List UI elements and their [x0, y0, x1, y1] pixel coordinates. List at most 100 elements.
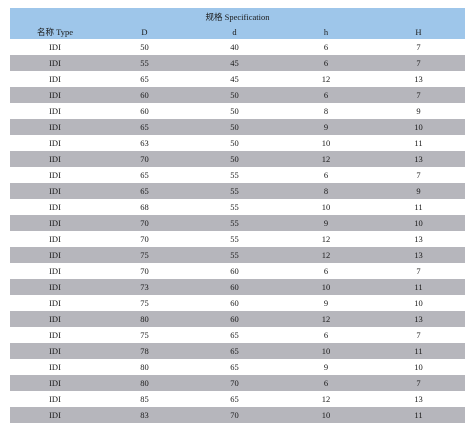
cell-H: 13	[414, 250, 423, 260]
cell-D: 65	[140, 122, 149, 132]
cell-type: IDI	[49, 58, 61, 68]
cell-d: 55	[230, 218, 239, 228]
cell-d: 55	[230, 202, 239, 212]
cell-H: 9	[416, 186, 421, 196]
cell-type: IDI	[49, 42, 61, 52]
cell-d: 50	[230, 154, 239, 164]
table-body: IDI 50 40 6 7 IDI 55 45 6 7 IDI 65 45 12 13 IDI 60 50 6 7 ID…	[10, 39, 465, 423]
table-header: 规格 Specification 名称 Type D d h H	[10, 8, 465, 39]
cell-h: 9	[323, 362, 329, 372]
cell-D: 65	[140, 186, 149, 196]
cell-D: 68	[140, 202, 149, 212]
cell-d: 55	[230, 170, 239, 180]
cell-D: 70	[140, 154, 149, 164]
table-row: IDI 85 65 12 13	[10, 391, 465, 407]
cell-D: 83	[140, 410, 149, 420]
cell-type: IDI	[49, 90, 61, 100]
cell-h: 6	[323, 58, 329, 68]
cell-H: 10	[414, 218, 423, 228]
cell-H: 7	[416, 42, 421, 52]
cell-type: IDI	[49, 250, 61, 260]
table-row: IDI 80 70 6 7	[10, 375, 465, 391]
table-row: IDI 60 50 6 7	[10, 87, 465, 103]
cell-d: 60	[230, 298, 239, 308]
cell-h: 6	[323, 42, 329, 52]
cell-type: IDI	[49, 346, 61, 356]
cell-d: 55	[230, 234, 239, 244]
cell-d: 60	[230, 282, 239, 292]
table-row: IDI 63 50 10 11	[10, 135, 465, 151]
cell-D: 85	[140, 394, 149, 404]
cell-h: 10	[321, 346, 331, 356]
cell-h: 12	[321, 250, 331, 260]
cell-d: 60	[230, 314, 239, 324]
cell-h: 12	[321, 234, 331, 244]
column-header-H: H	[415, 26, 422, 37]
table-row: IDI 75 60 9 10	[10, 295, 465, 311]
cell-type: IDI	[49, 218, 61, 228]
cell-H: 7	[416, 378, 421, 388]
cell-D: 70	[140, 266, 149, 276]
cell-d: 55	[230, 186, 239, 196]
table-row: IDI 55 45 6 7	[10, 55, 465, 71]
cell-type: IDI	[49, 282, 61, 292]
table-row: IDI 70 55 9 10	[10, 215, 465, 231]
cell-D: 78	[140, 346, 149, 356]
cell-H: 7	[416, 266, 421, 276]
cell-d: 50	[230, 106, 239, 116]
cell-d: 70	[230, 378, 239, 388]
table-row: IDI 65 55 6 7	[10, 167, 465, 183]
cell-type: IDI	[49, 362, 61, 372]
table-row: IDI 78 65 10 11	[10, 343, 465, 359]
cell-H: 11	[414, 138, 423, 148]
cell-D: 73	[140, 282, 149, 292]
cell-h: 6	[323, 378, 329, 388]
cell-type: IDI	[49, 186, 61, 196]
cell-D: 80	[140, 378, 149, 388]
cell-h: 9	[323, 298, 329, 308]
cell-H: 11	[414, 282, 423, 292]
cell-H: 7	[416, 170, 421, 180]
cell-D: 75	[140, 298, 149, 308]
cell-d: 50	[230, 138, 239, 148]
cell-H: 13	[414, 74, 423, 84]
cell-D: 55	[140, 58, 149, 68]
cell-type: IDI	[49, 122, 61, 132]
cell-D: 50	[140, 42, 149, 52]
cell-d: 50	[230, 122, 239, 132]
cell-d: 45	[230, 58, 239, 68]
cell-type: IDI	[49, 138, 61, 148]
cell-H: 10	[414, 298, 423, 308]
table-row: IDI 65 55 8 9	[10, 183, 465, 199]
cell-D: 80	[140, 314, 149, 324]
cell-D: 60	[140, 90, 149, 100]
table-row: IDI 68 55 10 11	[10, 199, 465, 215]
column-header-d: d	[232, 26, 237, 37]
cell-h: 12	[321, 154, 331, 164]
cell-d: 50	[230, 90, 239, 100]
cell-type: IDI	[49, 314, 61, 324]
cell-h: 12	[321, 314, 331, 324]
table-row: IDI 70 50 12 13	[10, 151, 465, 167]
table-row: IDI 83 70 10 11	[10, 407, 465, 423]
cell-h: 8	[323, 106, 329, 116]
cell-type: IDI	[49, 106, 61, 116]
cell-H: 13	[414, 234, 423, 244]
cell-h: 10	[321, 202, 331, 212]
cell-d: 40	[230, 42, 239, 52]
table-row: IDI 80 65 9 10	[10, 359, 465, 375]
table-row: IDI 70 60 6 7	[10, 263, 465, 279]
table-row: IDI 65 50 9 10	[10, 119, 465, 135]
table-title-row: 规格 Specification	[10, 8, 465, 24]
cell-D: 65	[140, 74, 149, 84]
cell-type: IDI	[49, 330, 61, 340]
table-row: IDI 50 40 6 7	[10, 39, 465, 55]
table-row: IDI 65 45 12 13	[10, 71, 465, 87]
table-title: 规格 Specification	[205, 12, 270, 22]
cell-type: IDI	[49, 234, 61, 244]
cell-H: 13	[414, 154, 423, 164]
cell-h: 9	[323, 218, 329, 228]
cell-H: 13	[414, 394, 423, 404]
cell-D: 75	[140, 330, 149, 340]
column-header-type: 名称 Type	[37, 26, 73, 37]
